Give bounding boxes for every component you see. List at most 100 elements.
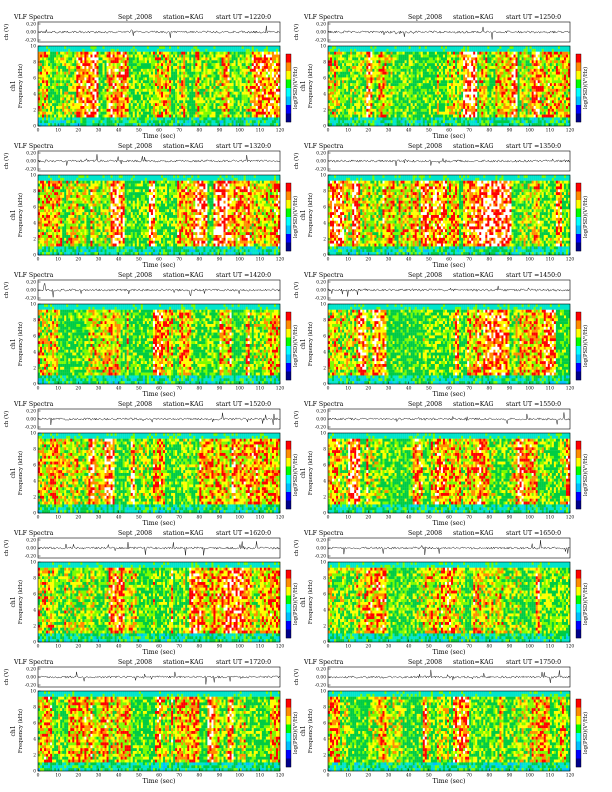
panel-date: Sept ,2008 — [408, 659, 442, 666]
frequency-tick-label: 6 — [33, 77, 36, 82]
waveform-axis-label: ch (V) — [3, 669, 10, 686]
frequency-tick-label: 2 — [33, 754, 36, 759]
waveform-tick-label: 0.20 — [316, 152, 326, 157]
time-tick-label: 10 — [345, 774, 351, 779]
spectra-panel: VLF Spectra Sept ,2008 station=KAG start UT… — [293, 401, 589, 527]
time-tick-label: 20 — [366, 387, 372, 392]
colorbar — [285, 182, 292, 252]
waveform-frame — [37, 279, 281, 301]
frequency-tick-label: 2 — [33, 109, 36, 114]
time-tick-label: 40 — [116, 387, 122, 392]
colorbar-segment — [286, 595, 291, 605]
time-tick-label: 80 — [487, 774, 493, 779]
colorbar-segment — [286, 346, 291, 355]
waveform-axis-label: ch (V) — [293, 669, 300, 686]
panel-date: Sept ,2008 — [118, 530, 152, 537]
waveform-tick-label: -0.20 — [315, 297, 326, 302]
colorbar-segment — [576, 208, 581, 218]
time-axis-label: Time (sec) — [143, 778, 176, 785]
colorbar-segment — [286, 441, 291, 450]
waveform-trace — [327, 285, 571, 297]
time-tick-label: 110 — [546, 129, 555, 134]
waveform-tick-label: 0.00 — [316, 31, 326, 36]
colorbar-segment — [576, 79, 581, 89]
panel-title: VLF Spectra — [13, 659, 54, 666]
frequency-tick-label: 4 — [33, 222, 36, 227]
frequency-tick-label: 4 — [323, 480, 326, 485]
time-tick-label: 40 — [406, 774, 412, 779]
colorbar-segment — [286, 88, 291, 97]
time-tick-label: 20 — [366, 129, 372, 134]
colorbar-segment — [286, 587, 291, 596]
spectrogram-cells — [38, 433, 281, 514]
time-tick-label: 50 — [136, 258, 142, 263]
time-tick-label: 30 — [386, 516, 392, 521]
colorbar-label: log(PSD)(V²/Hz) — [582, 712, 589, 754]
time-tick-label: 100 — [525, 129, 534, 134]
time-tick-label: 60 — [446, 774, 452, 779]
time-axis-label: Time (sec) — [433, 649, 466, 656]
colorbar-segment — [286, 217, 291, 226]
waveform-axis-label: ch (V) — [293, 153, 300, 170]
frequency-axis-label: Frequency (kHz) — [17, 193, 24, 237]
colorbar-segment — [286, 475, 291, 484]
waveform-tick-label: 0.00 — [26, 289, 36, 294]
colorbar-segment — [286, 320, 291, 330]
time-tick-label: 20 — [76, 645, 82, 650]
frequency-tick-label: 0 — [323, 512, 326, 517]
time-tick-label: 70 — [466, 516, 472, 521]
spectrogram-channel-label: ch1 — [10, 467, 17, 478]
frequency-tick-label: 10 — [320, 432, 326, 437]
frequency-tick-label: 0 — [33, 254, 36, 259]
spectra-panel: VLF Spectra Sept ,2008 station=KAG start UT… — [293, 143, 589, 269]
time-tick-label: 120 — [276, 387, 285, 392]
time-tick-label: 50 — [426, 129, 432, 134]
panel-date: Sept ,2008 — [118, 272, 152, 279]
waveform-axis-label: ch (V) — [293, 411, 300, 428]
waveform-tick-label: -0.20 — [25, 168, 36, 173]
waveform-tick-label: 0.20 — [26, 281, 36, 286]
spectra-panel: VLF Spectra Sept ,2008 station=KAG start UT… — [3, 143, 299, 269]
colorbar-segment — [576, 570, 581, 579]
time-tick-label: 30 — [96, 645, 102, 650]
frequency-tick-label: 2 — [323, 754, 326, 759]
time-tick-label: 100 — [235, 387, 244, 392]
frequency-tick-label: 0 — [323, 383, 326, 388]
waveform-trace — [37, 541, 281, 556]
colorbar-segment — [286, 612, 291, 622]
frequency-axis-label: Frequency (kHz) — [307, 451, 314, 495]
colorbar-segment — [576, 750, 581, 759]
waveform-tick-label: 0.20 — [316, 539, 326, 544]
colorbar-segment — [286, 234, 291, 243]
colorbar-segment — [576, 492, 581, 501]
time-tick-label: 100 — [525, 774, 534, 779]
panel-title: VLF Spectra — [13, 272, 54, 279]
time-tick-label: 70 — [466, 774, 472, 779]
panel-title: VLF Spectra — [13, 14, 54, 21]
colorbar-segment — [576, 62, 581, 72]
colorbar-segment — [576, 595, 581, 605]
time-tick-label: 60 — [156, 387, 162, 392]
time-tick-label: 80 — [487, 129, 493, 134]
frequency-tick-label: 2 — [323, 625, 326, 630]
waveform-tick-label: 0.00 — [26, 31, 36, 36]
spectrogram-channel-label: ch1 — [300, 80, 307, 91]
time-tick-label: 70 — [466, 645, 472, 650]
time-tick-label: 30 — [96, 258, 102, 263]
colorbar-segment — [576, 741, 581, 751]
time-axis-label: Time (sec) — [143, 391, 176, 398]
colorbar-segment — [286, 208, 291, 218]
colorbar-segment — [286, 758, 291, 768]
spectra-panel: VLF Spectra Sept ,2008 station=KAG start UT… — [293, 14, 589, 140]
colorbar-segment — [286, 449, 291, 459]
time-tick-label: 20 — [76, 516, 82, 521]
time-tick-label: 70 — [466, 387, 472, 392]
colorbar-segment — [576, 483, 581, 493]
time-tick-label: 0 — [37, 645, 40, 650]
colorbar-segment — [576, 96, 581, 106]
colorbar-frame — [575, 440, 582, 510]
colorbar-label: log(PSD)(V²/Hz) — [582, 454, 589, 496]
frequency-tick-label: 10 — [30, 690, 36, 695]
time-tick-label: 70 — [176, 129, 182, 134]
time-tick-label: 90 — [507, 645, 513, 650]
